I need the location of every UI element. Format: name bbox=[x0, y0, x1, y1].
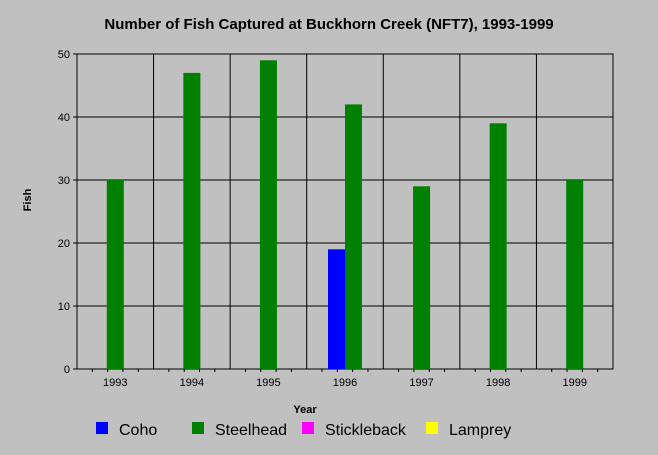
y-tick-label: 20 bbox=[58, 238, 70, 250]
bar-steelhead-1997 bbox=[413, 186, 431, 369]
y-tick-label: 10 bbox=[58, 301, 70, 313]
legend-label-steelhead: Steelhead bbox=[215, 422, 287, 439]
x-tick-label: 1994 bbox=[180, 377, 204, 389]
x-tick-label: 1997 bbox=[409, 377, 433, 389]
bars bbox=[106, 60, 584, 370]
legend: Coho Steelhead Stickleback Lamprey bbox=[96, 422, 511, 439]
x-tick-label: 1995 bbox=[256, 377, 280, 389]
bar-steelhead-1999 bbox=[566, 180, 584, 369]
x-tick-label: 1993 bbox=[103, 377, 127, 389]
legend-swatch-stickleback bbox=[302, 422, 314, 434]
legend-label-stickleback: Stickleback bbox=[325, 422, 407, 439]
grid bbox=[77, 54, 613, 369]
bar-steelhead-1993 bbox=[106, 180, 124, 369]
x-axis-ticks: 1993 1994 1995 1996 1997 1998 1999 bbox=[91, 369, 599, 389]
x-tick-label: 1999 bbox=[562, 377, 586, 389]
y-tick-label: 40 bbox=[58, 112, 70, 124]
y-axis-label: Fish bbox=[22, 188, 34, 211]
x-tick-label: 1996 bbox=[333, 377, 357, 389]
y-axis-ticks: 0 10 20 30 40 50 bbox=[58, 49, 77, 376]
chart-title: Number of Fish Captured at Buckhorn Cree… bbox=[104, 16, 553, 33]
y-tick-label: 50 bbox=[58, 49, 70, 61]
legend-swatch-steelhead bbox=[192, 422, 204, 434]
x-tick-label: 1998 bbox=[486, 377, 510, 389]
legend-swatch-coho bbox=[96, 422, 108, 434]
bar-coho-1996 bbox=[328, 249, 345, 369]
legend-label-coho: Coho bbox=[119, 422, 157, 439]
bar-steelhead-1996 bbox=[345, 104, 362, 370]
legend-label-lamprey: Lamprey bbox=[449, 422, 511, 439]
legend-swatch-lamprey bbox=[426, 422, 438, 434]
bar-steelhead-1994 bbox=[183, 72, 201, 370]
y-tick-label: 30 bbox=[58, 175, 70, 187]
bar-steelhead-1995 bbox=[259, 60, 277, 370]
x-axis-label: Year bbox=[293, 404, 317, 416]
y-tick-label: 0 bbox=[64, 364, 70, 376]
bar-steelhead-1998 bbox=[489, 123, 507, 369]
